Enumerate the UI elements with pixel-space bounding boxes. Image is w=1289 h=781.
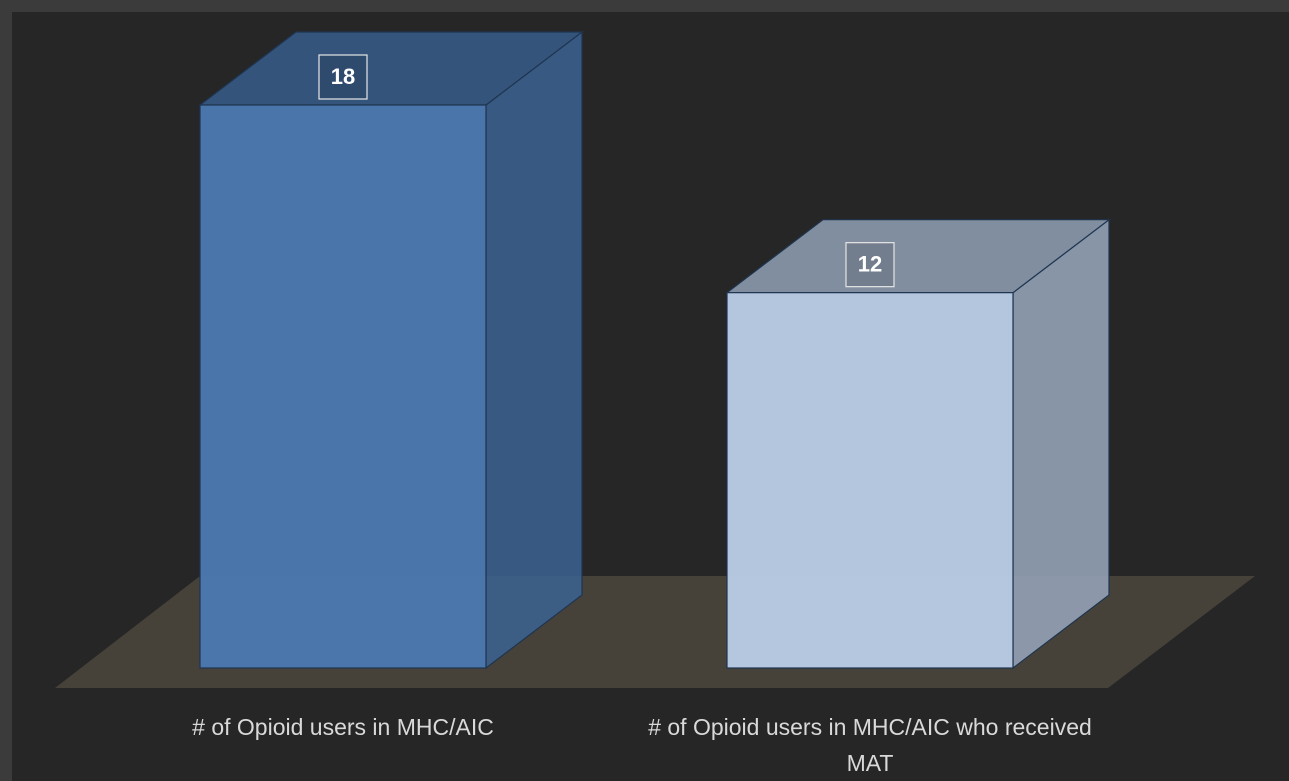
x-tick-label: # of Opioid users in MHC/AIC who receive…: [648, 714, 1092, 776]
data-label: 18: [331, 64, 355, 89]
data-label-box: [318, 54, 368, 100]
data-label-box: [845, 242, 895, 288]
bar: [199, 104, 487, 669]
data-label: 12: [858, 251, 882, 276]
x-tick-label: # of Opioid users in MHC/AIC: [192, 714, 494, 740]
bar: [726, 292, 1014, 669]
bar-side: [1012, 218, 1110, 670]
bar-side: [485, 30, 583, 670]
